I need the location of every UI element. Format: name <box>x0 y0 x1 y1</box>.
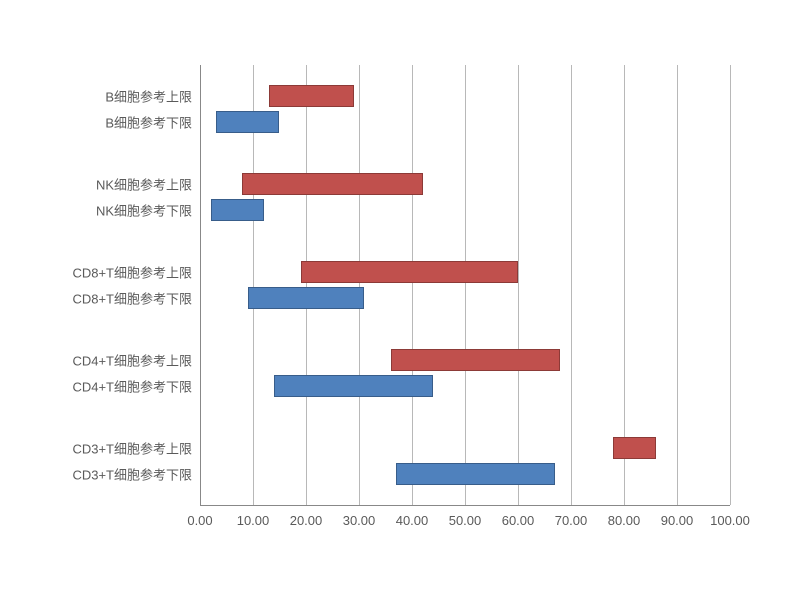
x-tick-label: 40.00 <box>396 513 429 528</box>
y-tick-label: B细胞参考上限 <box>105 87 192 106</box>
x-tick-label: 50.00 <box>449 513 482 528</box>
x-tick-label: 30.00 <box>343 513 376 528</box>
gridline <box>730 65 731 505</box>
y-tick-label: NK细胞参考上限 <box>96 175 192 194</box>
x-tick-label: 10.00 <box>237 513 270 528</box>
bar-lower <box>216 111 280 133</box>
bar-upper <box>613 437 655 459</box>
x-tick-label: 60.00 <box>502 513 535 528</box>
gridline <box>359 65 360 505</box>
gridline <box>412 65 413 505</box>
gridline <box>677 65 678 505</box>
y-tick-label: CD8+T细胞参考上限 <box>72 263 192 282</box>
bar-lower <box>274 375 433 397</box>
y-tick-label: CD3+T细胞参考下限 <box>72 465 192 484</box>
x-tick-label: 90.00 <box>661 513 694 528</box>
range-bar-chart: 0.00 10.00 20.00 30.00 40.00 50.00 60.00 70.00 8… <box>0 0 800 600</box>
y-tick-label: NK细胞参考下限 <box>96 201 192 220</box>
x-tick-label: 20.00 <box>290 513 323 528</box>
y-tick-label: CD8+T细胞参考下限 <box>72 289 192 308</box>
x-tick-label: 0.00 <box>187 513 212 528</box>
bar-upper <box>391 349 561 371</box>
y-tick-label: B细胞参考下限 <box>105 113 192 132</box>
x-tick-label: 100.00 <box>710 513 750 528</box>
y-axis-line <box>200 65 201 505</box>
gridline <box>465 65 466 505</box>
gridline <box>306 65 307 505</box>
bar-lower <box>396 463 555 485</box>
x-tick-label: 80.00 <box>608 513 641 528</box>
gridline <box>518 65 519 505</box>
bar-upper <box>301 261 518 283</box>
y-tick-label: CD3+T细胞参考上限 <box>72 439 192 458</box>
y-tick-label: CD4+T细胞参考下限 <box>72 377 192 396</box>
bar-upper <box>242 173 422 195</box>
bar-lower <box>248 287 365 309</box>
y-tick-label: CD4+T细胞参考上限 <box>72 351 192 370</box>
x-tick-label: 70.00 <box>555 513 588 528</box>
gridline <box>571 65 572 505</box>
bar-upper <box>269 85 354 107</box>
x-axis-line <box>200 505 730 506</box>
bar-lower <box>211 199 264 221</box>
plot-area: 0.0010.0020.0030.0040.0050.0060.0070.008… <box>200 65 730 505</box>
